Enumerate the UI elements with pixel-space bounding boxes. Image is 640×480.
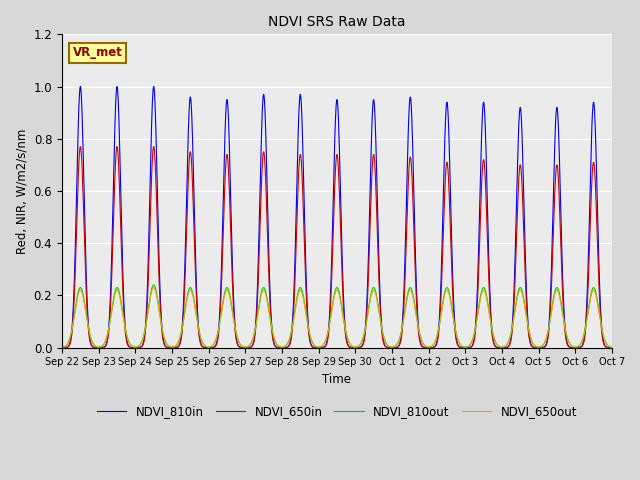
NDVI_810out	[293, 295, 301, 301]
NDVI_650out	[150, 285, 157, 290]
NDVI_650out	[154, 298, 161, 304]
NDVI_810in	[293, 180, 301, 186]
NDVI_650in	[58, 345, 66, 350]
Line: NDVI_650out: NDVI_650out	[62, 288, 612, 348]
NDVI_810in	[77, 84, 84, 89]
NDVI_650out	[597, 323, 605, 329]
NDVI_810out	[608, 345, 616, 350]
NDVI_810out	[154, 296, 161, 301]
NDVI_810in	[58, 345, 66, 350]
NDVI_810in	[597, 318, 605, 324]
NDVI_650in	[269, 337, 277, 343]
X-axis label: Time: Time	[323, 373, 351, 386]
NDVI_810out	[597, 322, 605, 328]
NDVI_650in	[121, 325, 129, 331]
NDVI_810in	[154, 196, 161, 202]
Legend: NDVI_810in, NDVI_650in, NDVI_810out, NDVI_650out: NDVI_810in, NDVI_650in, NDVI_810out, NDV…	[92, 400, 582, 423]
NDVI_810out	[121, 322, 129, 328]
NDVI_810in	[538, 345, 546, 350]
NDVI_650out	[538, 343, 546, 349]
NDVI_810in	[121, 319, 129, 325]
NDVI_810in	[269, 336, 277, 341]
Text: VR_met: VR_met	[73, 46, 123, 59]
Line: NDVI_810in: NDVI_810in	[62, 86, 612, 348]
Line: NDVI_650in: NDVI_650in	[62, 146, 612, 348]
NDVI_810out	[538, 343, 546, 349]
Y-axis label: Red, NIR, W/m2/s/nm: Red, NIR, W/m2/s/nm	[15, 128, 28, 253]
NDVI_650in	[538, 345, 546, 350]
NDVI_810out	[269, 331, 277, 336]
Line: NDVI_810out: NDVI_810out	[62, 285, 612, 348]
NDVI_650in	[154, 230, 161, 236]
NDVI_650out	[269, 332, 277, 337]
NDVI_650out	[121, 324, 129, 329]
NDVI_650out	[608, 345, 616, 350]
NDVI_650out	[58, 345, 66, 350]
NDVI_650in	[293, 219, 301, 225]
NDVI_810in	[608, 345, 616, 350]
NDVI_650in	[597, 324, 605, 330]
NDVI_810out	[150, 282, 157, 288]
NDVI_650in	[608, 345, 616, 350]
NDVI_650out	[293, 297, 301, 303]
Title: NDVI SRS Raw Data: NDVI SRS Raw Data	[268, 15, 406, 29]
NDVI_810out	[58, 345, 66, 350]
NDVI_650in	[77, 144, 84, 149]
